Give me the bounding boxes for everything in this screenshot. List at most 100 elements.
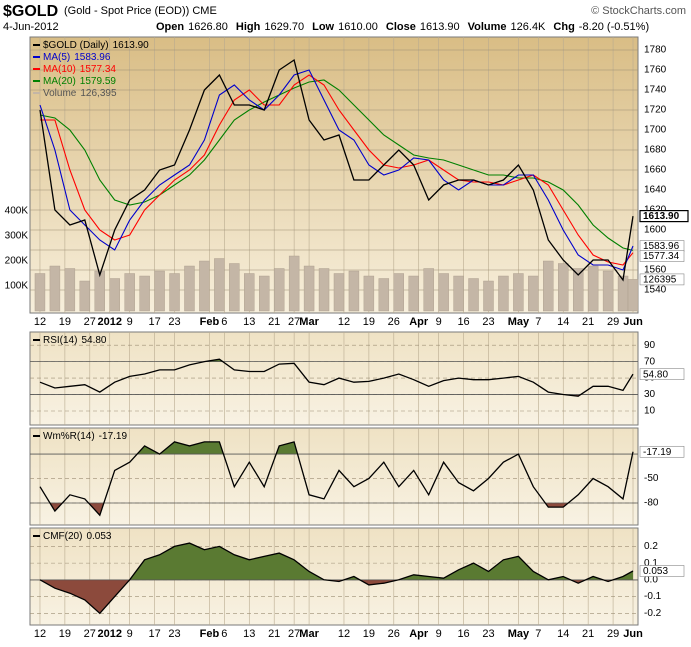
stat-value: -8.20 (-0.51%) (579, 21, 649, 33)
x-tick-label: 6 (221, 316, 227, 328)
volume-bar (124, 273, 135, 312)
x-tick-label: 23 (168, 316, 180, 328)
volume-bar (184, 265, 195, 312)
volume-bar (438, 273, 449, 312)
y-tick-label: 1740 (644, 85, 667, 96)
y2-tick-label: 200K (5, 256, 29, 267)
legend-name: RSI(14) (43, 335, 77, 346)
y-tick-label: 1640 (644, 185, 667, 196)
legend-name: $GOLD (Daily) (43, 40, 109, 51)
date: 4-Jun-2012 (3, 21, 59, 33)
y2-tick-label: 300K (5, 231, 29, 242)
volume-bar (49, 265, 61, 312)
y-tick-label: 1540 (644, 285, 667, 296)
legend-name: MA(20) (43, 76, 76, 87)
panel-background (29, 36, 639, 314)
legend-entry: MA(20) 1579.59 (43, 76, 116, 87)
volume-bar (214, 258, 225, 312)
stat-label: Chg (553, 21, 574, 33)
stat-label: Volume (468, 21, 507, 33)
x-tick-label: Apr (409, 628, 429, 640)
x-tick-label: 9 (127, 628, 133, 640)
x-tick-label: Jun (623, 316, 643, 328)
volume-bar (288, 255, 300, 312)
x-tick-label: 16 (457, 628, 469, 640)
legend-entry: RSI(14) 54.80 (43, 335, 107, 346)
x-tick-label: 21 (268, 628, 280, 640)
volume-bar (154, 270, 165, 312)
y-tick-label: 1760 (644, 65, 667, 76)
volume-bar (169, 273, 180, 312)
x-tick-label: 9 (436, 316, 442, 328)
value-box-label: 1577.34 (643, 251, 680, 262)
x-tick-label: 9 (127, 316, 133, 328)
value-box-label: 126395 (643, 275, 677, 286)
stat-label: Close (386, 21, 416, 33)
x-tick-label: 21 (268, 316, 280, 328)
series-line (39, 358, 634, 397)
volume-bar (109, 278, 120, 312)
stat-label: High (236, 21, 261, 33)
legend-name: Volume (43, 88, 77, 99)
volume-bar (378, 278, 390, 312)
symbol-subtitle: (Gold - Spot Price (EOD)) CME (64, 5, 217, 17)
volume-bar (627, 279, 639, 312)
x-tick-label: 9 (436, 628, 442, 640)
x-tick-label: 27 (84, 316, 96, 328)
x-tick-label: 12 (34, 316, 46, 328)
volume-bar (483, 280, 494, 312)
y-tick-label: 1660 (644, 165, 667, 176)
legend-entry: MA(10) 1577.34 (43, 64, 116, 75)
legend-name: MA(5) (43, 52, 70, 63)
value-box-label: -17.19 (643, 447, 672, 458)
x-tick-label: 6 (221, 628, 227, 640)
x-tick-label: 27 (288, 628, 300, 640)
x-tick-label: May (508, 316, 530, 328)
volume-bar (587, 265, 599, 312)
legend-entry: MA(5) 1583.96 (43, 52, 111, 63)
legend-entry: Volume 126,395 (43, 88, 117, 99)
symbol-title: $GOLD (3, 3, 58, 20)
y-tick-label: 1560 (644, 265, 667, 276)
volume-bar (259, 275, 270, 312)
volume-bar (348, 270, 360, 312)
x-tick-label: 2012 (97, 628, 121, 640)
legend-name: Wm%R(14) (43, 431, 95, 442)
x-tick-label: 14 (557, 316, 569, 328)
value-box (639, 565, 685, 577)
stat-value: 1626.80 (188, 21, 228, 33)
volume-bar (199, 260, 210, 312)
x-tick-label: Apr (409, 316, 429, 328)
panel-background (29, 331, 639, 426)
x-tick-label: 29 (607, 628, 619, 640)
x-tick-label: Feb (200, 628, 220, 640)
y-tick-label: 30 (644, 389, 656, 400)
x-tick-label: 12 (34, 628, 46, 640)
volume-bar (229, 263, 240, 312)
value-box-label: 1583.96 (643, 241, 680, 252)
series-line (39, 69, 634, 271)
stat-label: Low (312, 21, 334, 33)
volume-bar (558, 263, 569, 312)
x-tick-label: Jun (623, 628, 643, 640)
x-tick-label: 23 (482, 628, 494, 640)
y-tick-label: 0.0 (644, 574, 658, 585)
x-tick-label: 19 (59, 628, 71, 640)
volume-bar (543, 260, 554, 312)
y-tick-label: 0.2 (644, 541, 658, 552)
x-tick-label: 26 (388, 628, 400, 640)
volume-bar (408, 275, 419, 312)
volume-bar (498, 275, 509, 312)
x-tick-label: 17 (148, 316, 160, 328)
legend-entry: Wm%R(14) -17.19 (43, 431, 127, 442)
y-tick-label: 1680 (644, 145, 667, 156)
value-box-label: 1613.90 (643, 211, 680, 222)
legend-value: 54.80 (81, 335, 106, 346)
x-tick-label: Feb (200, 316, 220, 328)
y2-tick-label: 400K (5, 206, 29, 217)
x-tick-label: 21 (582, 316, 594, 328)
value-box (639, 273, 685, 286)
volume-bar (393, 273, 404, 312)
volume-bar (244, 273, 255, 312)
legend-entry: $GOLD (Daily) 1613.90 (43, 40, 149, 51)
